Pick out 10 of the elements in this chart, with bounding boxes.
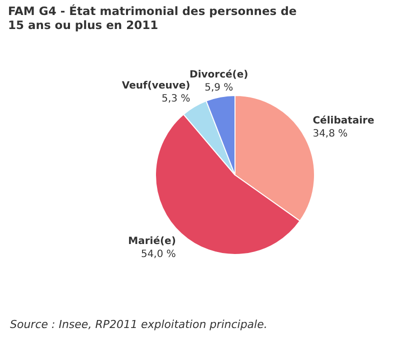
source-note: Source : Insee, RP2011 exploitation principale. [10, 318, 268, 331]
slice-label: Veuf(veuve) [122, 80, 190, 92]
data-label: 34,8 % [312, 128, 348, 140]
slice-label: Marié(e) [128, 236, 176, 248]
data-label: 54,0 % [140, 249, 176, 260]
chart-title: FAM G4 - État matrimonial des personnes de 15 ans ou plus en 2011 [8, 4, 298, 32]
slice-label: Célibataire [312, 115, 374, 126]
data-label: 5,3 % [162, 93, 190, 104]
slice-label: Divorcé(e) [190, 70, 248, 81]
data-label: 5,9 % [204, 82, 234, 94]
